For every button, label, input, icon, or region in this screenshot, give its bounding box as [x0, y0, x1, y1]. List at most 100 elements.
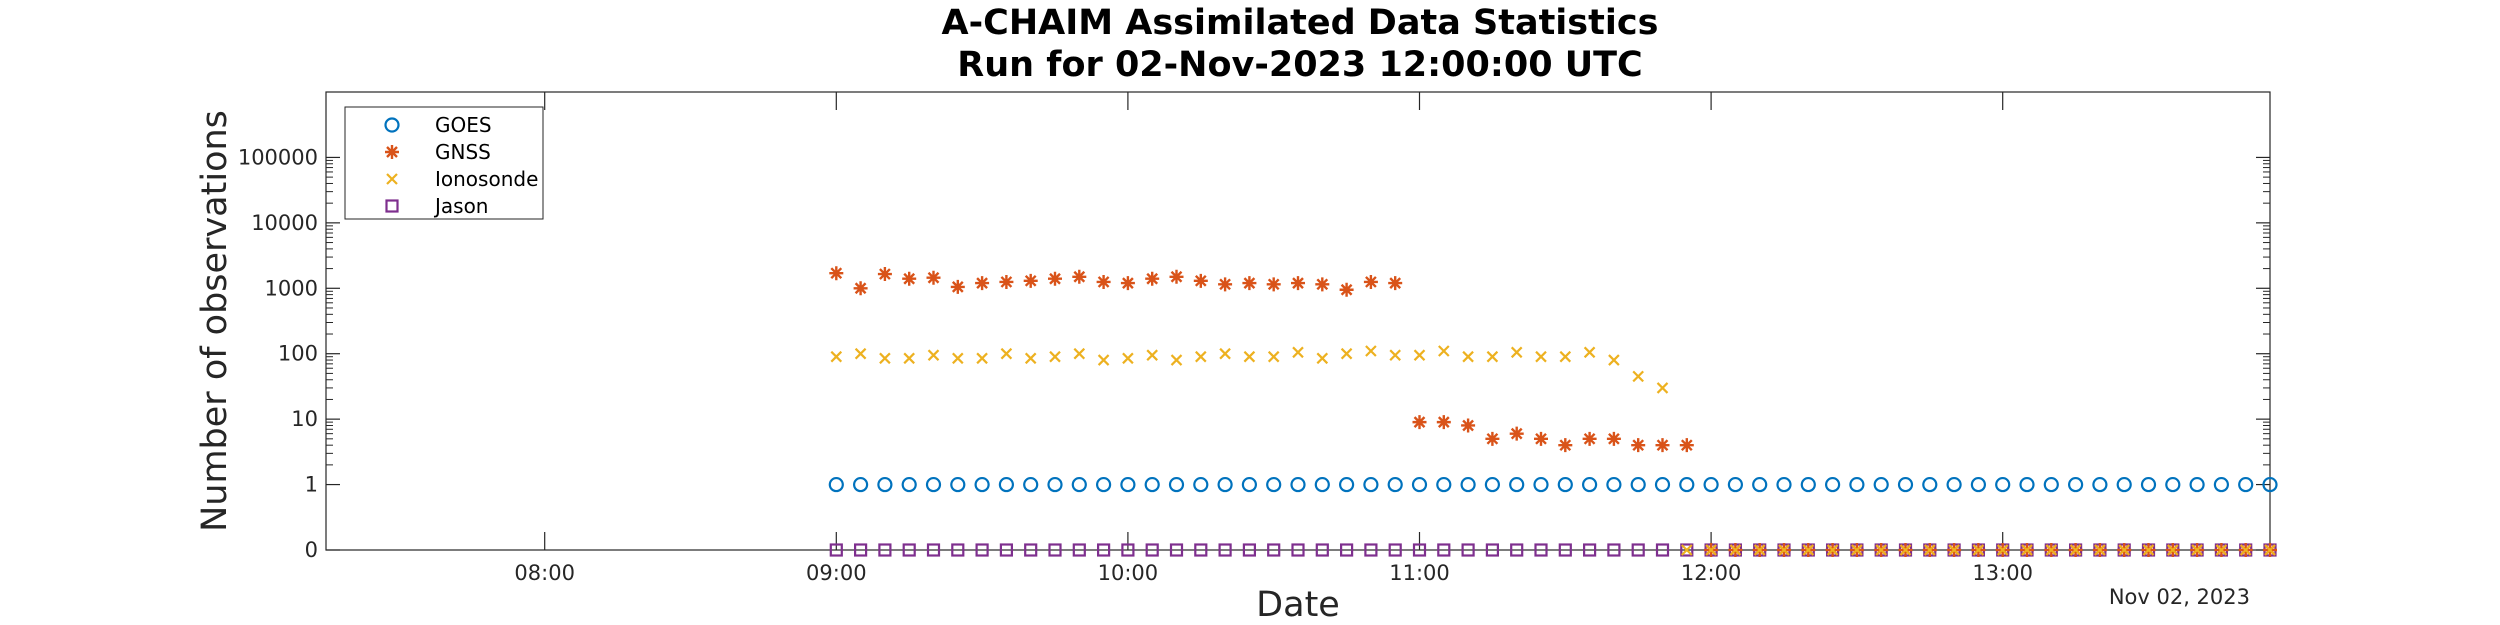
data-point — [1655, 438, 1670, 453]
data-point — [1316, 352, 1329, 365]
data-point — [1338, 476, 1355, 493]
data-point — [1340, 347, 1353, 360]
data-point — [1363, 476, 1379, 493]
data-point — [903, 352, 915, 365]
data-point — [1631, 438, 1646, 453]
data-point — [1097, 354, 1110, 366]
data-point — [1632, 370, 1644, 383]
data-point — [1873, 476, 1889, 493]
data-point — [1218, 277, 1233, 292]
data-point — [1875, 544, 1887, 556]
legend-marker-gnss — [385, 145, 399, 159]
data-point — [999, 274, 1014, 289]
data-point — [926, 543, 941, 557]
y-axis: 0 1 10 100 1000 10000 100000 — [238, 145, 2270, 562]
data-point — [1218, 543, 1232, 557]
data-point — [1389, 349, 1401, 361]
y-tick-label: 100 — [278, 342, 318, 366]
data-point — [1242, 276, 1257, 291]
data-point — [1241, 476, 1258, 493]
data-point — [1534, 431, 1548, 446]
data-point — [901, 476, 917, 493]
legend: GOES GNSS Ionosonde Jason — [344, 106, 544, 220]
data-point — [1170, 354, 1183, 366]
data-point — [1679, 476, 1695, 493]
legend-label-gnss: GNSS — [435, 140, 491, 164]
data-point — [1727, 476, 1744, 493]
data-point — [925, 476, 942, 493]
data-point — [830, 350, 843, 363]
data-point — [2021, 544, 2033, 556]
chart-title-line-1: A-CHAIM Assimilated Data Statistics — [942, 3, 1659, 43]
data-point — [1315, 543, 1329, 557]
data-point — [1607, 543, 1621, 557]
data-point — [1680, 543, 1694, 557]
data-point — [1266, 476, 1282, 493]
chart-title-line-2: Run for 02-Nov-2023 12:00:00 UTC — [957, 45, 1642, 85]
data-point — [1195, 350, 1207, 363]
data-point — [1970, 476, 1987, 493]
data-point — [1581, 476, 1598, 493]
data-point — [879, 352, 891, 365]
data-point — [1826, 544, 1839, 556]
series-x-extra — [1681, 544, 2276, 556]
x-tick-label: 10:00 — [1098, 561, 1159, 585]
data-point — [1995, 476, 2011, 493]
data-point — [2140, 476, 2157, 493]
data-point — [1460, 476, 1476, 493]
data-point — [1145, 543, 1159, 557]
data-point — [2092, 476, 2108, 493]
data-point — [1608, 354, 1620, 366]
data-point — [2262, 476, 2278, 493]
data-point — [853, 543, 868, 557]
data-point — [1800, 476, 1816, 493]
data-point — [1413, 349, 1426, 361]
legend-box — [344, 106, 544, 220]
data-point — [2118, 544, 2130, 556]
data-point — [1630, 476, 1646, 493]
x-tick-label: 09:00 — [806, 561, 867, 585]
data-point — [2191, 544, 2203, 556]
data-point — [2238, 476, 2254, 493]
data-point — [1292, 346, 1304, 359]
legend-label-goes: GOES — [435, 113, 492, 137]
data-point — [2213, 476, 2229, 493]
data-point — [2094, 544, 2106, 556]
data-point — [2142, 544, 2155, 556]
x-axis-date-label: Nov 02, 2023 — [2109, 585, 2250, 609]
data-point — [1120, 476, 1136, 493]
y-axis-label: Number of observations — [195, 110, 235, 532]
x-axis: 08:00 09:00 10:00 11:00 12:00 13:00 — [514, 92, 2033, 585]
data-point — [2068, 476, 2084, 493]
data-point — [1169, 543, 1184, 557]
data-point — [1193, 273, 1208, 288]
y-tick-label: 0 — [305, 538, 318, 562]
data-point — [1654, 476, 1671, 493]
data-point — [1535, 350, 1547, 363]
data-point — [852, 476, 869, 493]
data-point — [2167, 544, 2179, 556]
data-point — [1219, 347, 1231, 360]
data-markers — [828, 266, 2278, 557]
x-tick-label: 13:00 — [1972, 561, 2033, 585]
data-point — [1000, 347, 1013, 360]
data-point — [1194, 543, 1208, 557]
data-point — [952, 352, 964, 365]
data-point — [1315, 277, 1330, 292]
data-point — [1899, 544, 1912, 556]
data-point — [1242, 543, 1257, 557]
data-point — [1363, 274, 1378, 289]
data-point — [1509, 426, 1524, 441]
data-point — [1024, 543, 1038, 557]
data-point — [829, 266, 844, 281]
data-point — [1291, 543, 1305, 557]
data-point — [1168, 476, 1185, 493]
data-point — [1438, 345, 1450, 357]
data-point — [1486, 350, 1499, 363]
data-point — [1169, 269, 1184, 284]
data-point — [1339, 282, 1354, 297]
data-point — [853, 281, 868, 296]
x-tick-label: 11:00 — [1389, 561, 1450, 585]
data-point — [1509, 476, 1525, 493]
data-point — [998, 476, 1015, 493]
